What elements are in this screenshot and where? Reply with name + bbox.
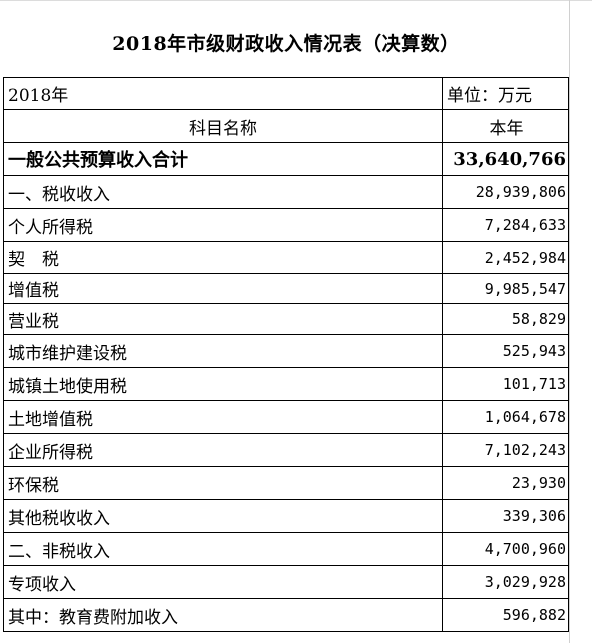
row-label[interactable]: 其中：教育费附加收入 xyxy=(3,598,443,632)
row-value[interactable]: 596,882 xyxy=(442,598,569,632)
row-value[interactable]: 28,939,806 xyxy=(442,175,569,209)
table-row: 土地增值税 1,064,678 xyxy=(3,400,569,434)
table-row: 其中：教育费附加收入 596,882 xyxy=(3,598,569,632)
table-row: 专项收入 3,029,928 xyxy=(3,565,569,599)
table-row: 环保税 23,930 xyxy=(3,466,569,500)
year-cell[interactable]: 2018年 xyxy=(3,77,443,110)
table-row: 契 税 2,452,984 xyxy=(3,241,569,274)
table-row: 企业所得税 7,102,243 xyxy=(3,433,569,467)
table-title: 2018年市级财政收入情况表（决算数） xyxy=(112,32,460,55)
table-row: 个人所得税 7,284,633 xyxy=(3,208,569,242)
table-row: 城市维护建设税 525,943 xyxy=(3,334,569,368)
row-label[interactable]: 个人所得税 xyxy=(3,208,443,242)
row-label[interactable]: 企业所得税 xyxy=(3,433,443,467)
row-label[interactable]: 营业税 xyxy=(3,303,443,335)
unit-cell[interactable]: 单位：万元 xyxy=(442,77,569,110)
row-label[interactable]: 一、税收收入 xyxy=(3,175,443,209)
row-value[interactable]: 339,306 xyxy=(442,499,569,533)
table-row: 增值税 9,985,547 xyxy=(3,273,569,304)
revenue-table: 2018年 单位：万元 科目名称 本年 一般公共预算收入合计 33,640,76… xyxy=(3,77,569,632)
row-label[interactable]: 环保税 xyxy=(3,466,443,500)
row-label[interactable]: 专项收入 xyxy=(3,565,443,599)
row-value[interactable]: 101,713 xyxy=(442,367,569,401)
total-row: 一般公共预算收入合计 33,640,766 xyxy=(3,142,569,176)
row-value[interactable]: 2,452,984 xyxy=(442,241,569,274)
row-value[interactable]: 1,064,678 xyxy=(442,400,569,434)
row-value[interactable]: 9,985,547 xyxy=(442,273,569,304)
table-row: 城镇土地使用税 101,713 xyxy=(3,367,569,401)
total-value[interactable]: 33,640,766 xyxy=(442,142,569,176)
row-label[interactable]: 契 税 xyxy=(3,241,443,274)
row-label[interactable]: 其他税收收入 xyxy=(3,499,443,533)
row-label[interactable]: 城市维护建设税 xyxy=(3,334,443,368)
value-header[interactable]: 本年 xyxy=(442,109,569,143)
row-value[interactable]: 7,102,243 xyxy=(442,433,569,467)
row-value[interactable]: 4,700,960 xyxy=(442,532,569,566)
table-row: 营业税 58,829 xyxy=(3,303,569,335)
row-value[interactable]: 23,930 xyxy=(442,466,569,500)
table-row: 其他税收收入 339,306 xyxy=(3,499,569,533)
header-row: 科目名称 本年 xyxy=(3,109,569,143)
subject-header[interactable]: 科目名称 xyxy=(3,109,443,143)
row-value[interactable]: 7,284,633 xyxy=(442,208,569,242)
row-value[interactable]: 58,829 xyxy=(442,303,569,335)
row-label[interactable]: 二、非税收入 xyxy=(3,532,443,566)
row-label[interactable]: 城镇土地使用税 xyxy=(3,367,443,401)
row-value[interactable]: 525,943 xyxy=(442,334,569,368)
right-gridline xyxy=(569,0,570,643)
row-value[interactable]: 3,029,928 xyxy=(442,565,569,599)
total-label[interactable]: 一般公共预算收入合计 xyxy=(3,142,443,176)
table-row: 一、税收收入 28,939,806 xyxy=(3,175,569,209)
row-label[interactable]: 增值税 xyxy=(3,273,443,304)
meta-row: 2018年 单位：万元 xyxy=(3,77,569,110)
table-row: 二、非税收入 4,700,960 xyxy=(3,532,569,566)
row-label[interactable]: 土地增值税 xyxy=(3,400,443,434)
top-gridline xyxy=(0,0,592,1)
